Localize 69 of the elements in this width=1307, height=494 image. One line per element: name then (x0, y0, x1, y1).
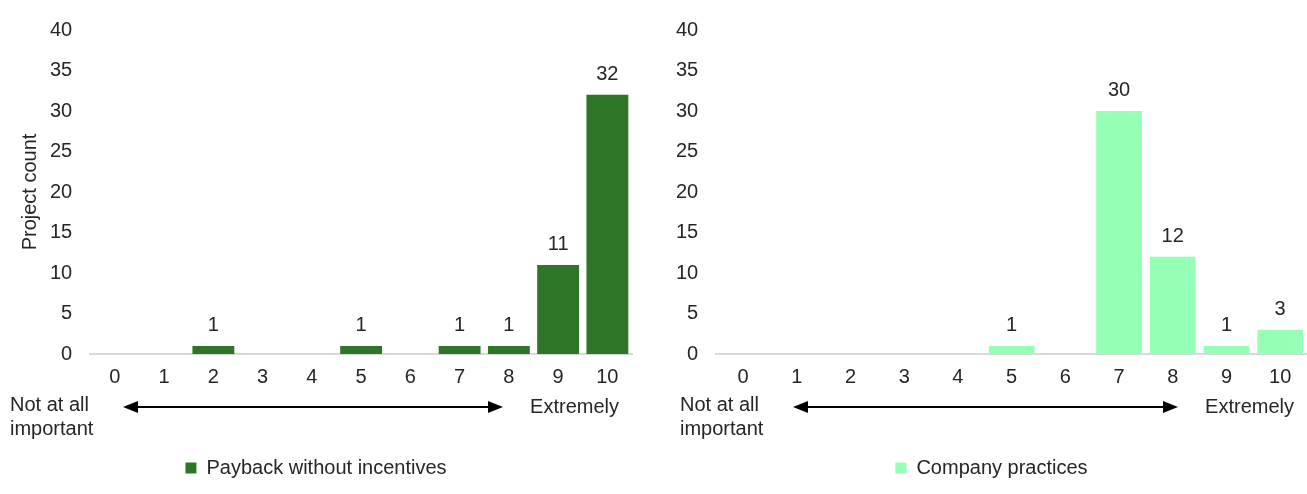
y-tick-label: 20 (676, 179, 699, 202)
bar (988, 345, 1035, 354)
data-label: 1 (207, 312, 219, 335)
bar (438, 345, 481, 354)
data-label: 1 (1220, 312, 1233, 335)
bar (537, 264, 580, 354)
y-tick-label: 40 (50, 17, 73, 40)
data-label: 1 (1006, 312, 1018, 335)
data-label: 1 (355, 312, 367, 335)
x-tick-label: 9 (552, 364, 564, 387)
legend-label: Company practices (916, 455, 1088, 478)
y-tick-label: 15 (676, 220, 699, 243)
data-label: 12 (1161, 223, 1184, 246)
x-tick-label: 6 (1059, 364, 1071, 387)
y-tick-label: 35 (50, 58, 73, 81)
bar (487, 345, 530, 354)
y-tick-label: 5 (687, 301, 699, 324)
data-label: 11 (547, 231, 569, 254)
y-tick-label: 25 (676, 139, 699, 162)
x-tick-label: 9 (1220, 364, 1233, 387)
y-tick-label: 5 (61, 301, 73, 324)
y-axis-title: Project count (17, 133, 40, 251)
y-tick-label: 25 (50, 139, 73, 162)
x-tick-label: 6 (404, 364, 416, 387)
bar (192, 345, 235, 354)
x-tick-label: 1 (791, 364, 803, 387)
data-label: 32 (596, 61, 619, 84)
y-tick-label: 10 (50, 260, 73, 283)
x-tick-label: 10 (1269, 364, 1292, 387)
data-label: 1 (454, 312, 466, 335)
x-tick-label: 3 (898, 364, 910, 387)
data-label: 3 (1274, 296, 1286, 319)
bar (1257, 329, 1303, 354)
y-tick-label: 30 (676, 98, 699, 121)
x-tick-label: 5 (1006, 364, 1018, 387)
x-tick-label: 0 (737, 364, 749, 387)
bar (586, 94, 629, 354)
x-tick-label: 8 (503, 364, 515, 387)
x-tick-label: 7 (1113, 364, 1125, 387)
x-tick-label: 7 (454, 364, 466, 387)
x-tick-label: 2 (207, 364, 219, 387)
y-tick-label: 10 (676, 260, 699, 283)
data-label: 1 (503, 312, 515, 335)
legend-label: Payback without incentives (206, 455, 447, 478)
text: Extremely (530, 394, 619, 417)
y-tick-label: 0 (61, 341, 73, 364)
x-tick-label: 10 (596, 364, 619, 387)
text: Not at all important (680, 392, 764, 439)
y-tick-label: 40 (676, 17, 699, 40)
text: Extremely (1205, 394, 1294, 417)
data-label: 30 (1107, 78, 1131, 100)
bar (1149, 256, 1196, 354)
x-tick-label: 0 (109, 364, 121, 387)
x-tick-label: 4 (952, 364, 964, 387)
x-tick-label: 1 (158, 364, 170, 387)
text: Not at all important (10, 392, 94, 439)
x-tick-label: 4 (306, 364, 318, 387)
y-tick-label: 30 (50, 98, 73, 121)
y-tick-label: 35 (676, 58, 699, 81)
y-tick-label: 0 (687, 341, 699, 364)
x-tick-label: 8 (1167, 364, 1179, 387)
bar (1203, 345, 1250, 354)
y-tick-label: 15 (50, 220, 73, 243)
x-tick-label: 3 (257, 364, 269, 387)
x-tick-label: 2 (844, 364, 857, 387)
x-tick-label: 5 (355, 364, 367, 387)
y-tick-label: 20 (50, 179, 73, 202)
bar (340, 345, 383, 354)
bar (1096, 111, 1142, 354)
